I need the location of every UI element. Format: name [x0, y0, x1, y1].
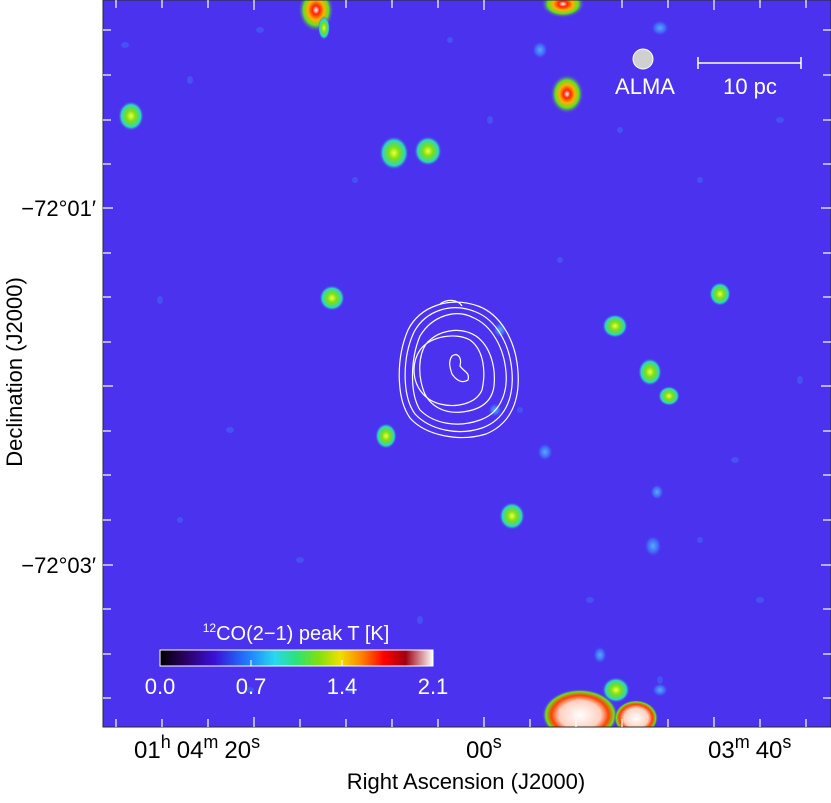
bright-clumps — [298, 0, 658, 727]
molecular-clumps — [118, 101, 731, 703]
remnant-contours — [398, 299, 519, 439]
scalebar — [697, 57, 802, 69]
colorbar-tick-2: 1.4 — [327, 674, 358, 699]
ra-tick-1-hours: 01 — [134, 737, 161, 764]
colorbar — [159, 649, 434, 667]
alma-beam-symbol — [632, 48, 654, 70]
scalebar-label: 10 pc — [723, 74, 777, 99]
map-background — [103, 0, 831, 727]
noise-speckles — [121, 27, 803, 693]
dec-tick-label-2: −72°03′ — [21, 553, 96, 578]
colorbar-title-superscript: 12 — [203, 621, 217, 635]
ra-tick-1-h-unit: h — [161, 732, 171, 752]
y-axis-label: Declination (J2000) — [2, 277, 27, 467]
ra-tick-3-m-unit: m — [735, 732, 750, 752]
ra-tick-label-2: 00s — [466, 732, 502, 764]
colorbar-ticks — [159, 660, 434, 666]
x-axis-label: Right Ascension (J2000) — [347, 769, 585, 794]
colorbar-tick-3: 2.1 — [418, 674, 449, 699]
map-frame — [102, 0, 831, 728]
ra-tick-3-minutes: 03 — [708, 737, 735, 764]
ra-tick-label-1: 01h 04m 20s — [134, 732, 260, 764]
frame-ticks — [103, 0, 831, 727]
colorbar-title: 12CO(2−1) peak T [K] — [203, 621, 390, 645]
dec-tick-label-1: −72°01′ — [21, 196, 96, 221]
ra-tick-1-seconds: 20 — [224, 737, 251, 764]
ra-tick-3-seconds: 40 — [756, 737, 783, 764]
ra-tick-label-3: 03m 40s — [708, 732, 791, 764]
emission-map — [118, 0, 803, 727]
ra-tick-1-m-unit: m — [203, 732, 218, 752]
ra-tick-1-minutes: 04 — [177, 737, 204, 764]
ra-tick-2-seconds: 00 — [466, 737, 493, 764]
alma-beam-label: ALMA — [615, 74, 675, 99]
colorbar-tick-0: 0.0 — [145, 674, 176, 699]
ra-tick-3-s-unit: s — [782, 732, 791, 752]
colorbar-title-main: CO(2−1) peak T [K] — [216, 623, 389, 645]
ra-tick-2-s-unit: s — [493, 732, 502, 752]
ra-tick-1-s-unit: s — [251, 732, 260, 752]
colorbar-tick-1: 0.7 — [236, 674, 267, 699]
faint-clumps — [488, 20, 669, 697]
